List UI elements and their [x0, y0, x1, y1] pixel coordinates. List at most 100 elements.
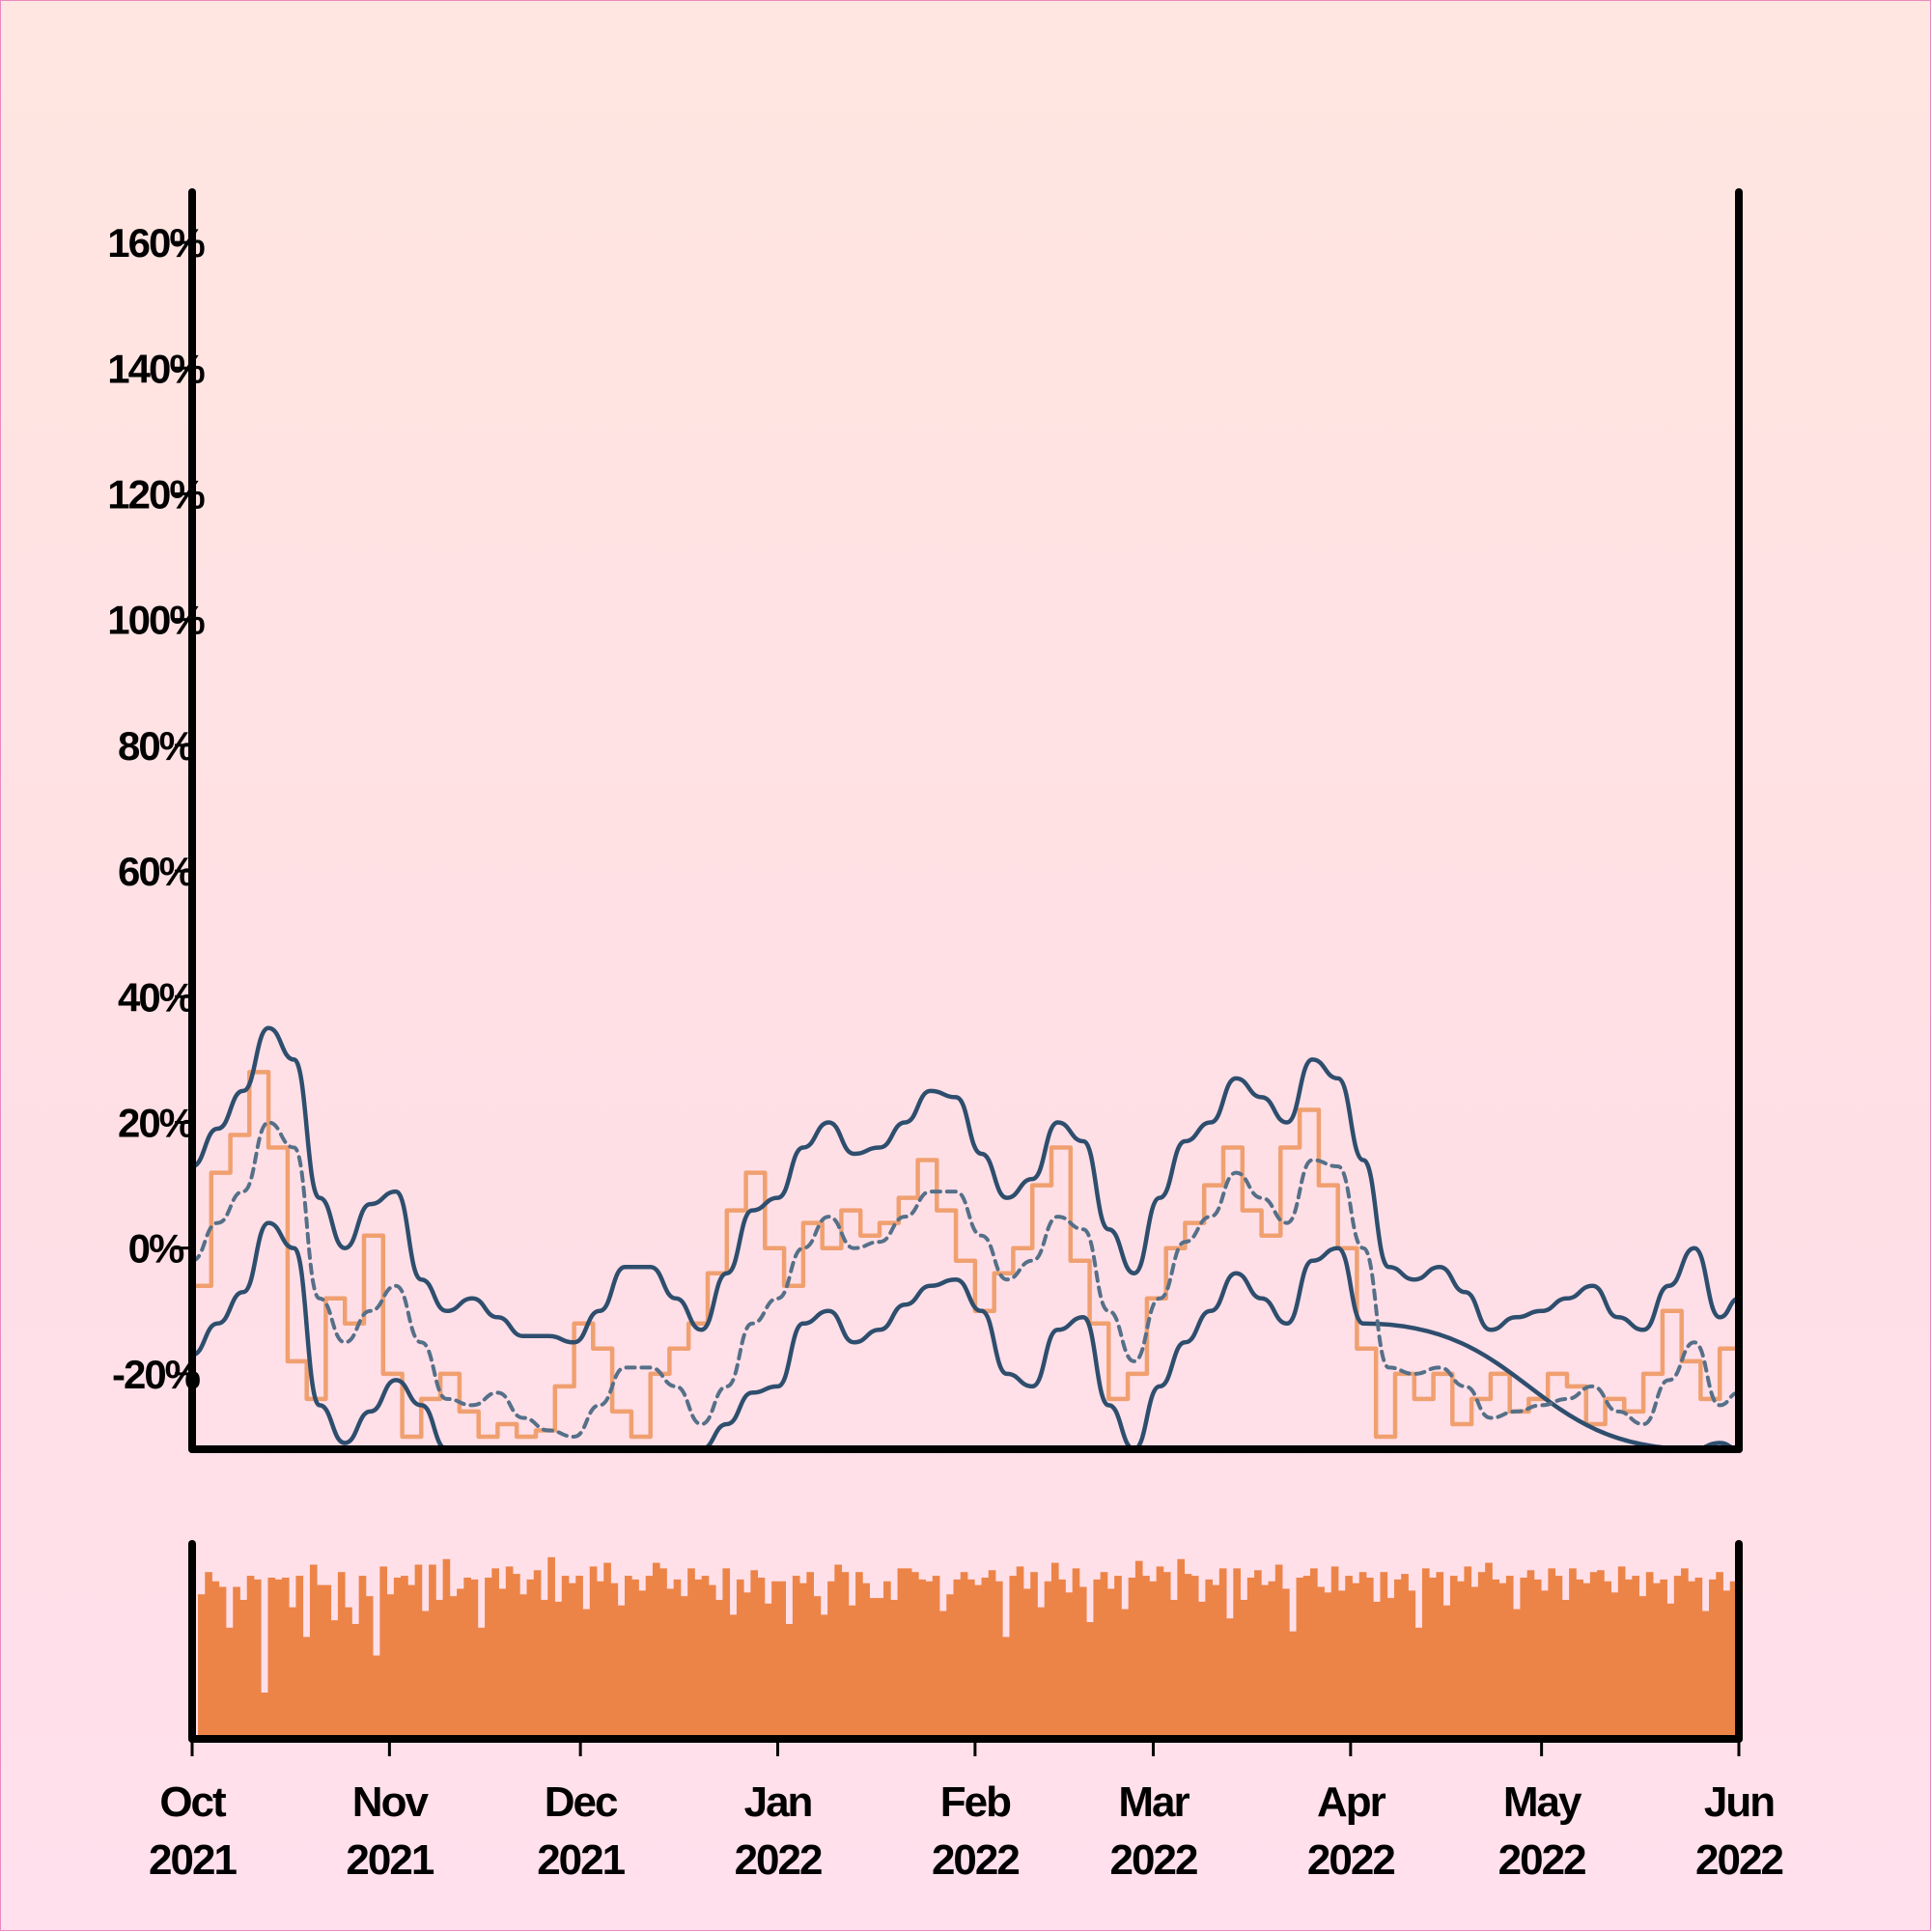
volume-bar [205, 1572, 212, 1739]
volume-bar [323, 1584, 332, 1739]
volume-bar [1016, 1566, 1024, 1739]
y-tick-label: 160% [107, 220, 205, 266]
x-tick-label-year: 2021 [149, 1836, 237, 1884]
volume-bar [1009, 1576, 1018, 1739]
volume-bar [638, 1590, 647, 1739]
volume-bar [1002, 1637, 1010, 1739]
volume-bar [1310, 1568, 1318, 1739]
volume-bar [939, 1610, 947, 1739]
volume-bar [477, 1627, 486, 1739]
volume-bar [463, 1577, 471, 1739]
volume-bar [946, 1594, 954, 1739]
volume-bar [414, 1564, 423, 1739]
y-tick-label: 140% [107, 346, 205, 391]
volume-bar [1617, 1566, 1626, 1739]
volume-bar [785, 1623, 794, 1739]
volume-bar [457, 1588, 464, 1739]
volume-bar [1610, 1592, 1619, 1739]
volume-bar [1093, 1579, 1102, 1739]
volume-bar [281, 1577, 290, 1739]
volume-bar [1212, 1584, 1220, 1739]
volume-bar [505, 1566, 514, 1739]
y-tick-label: 40% [118, 974, 195, 1020]
volume-bar [1701, 1610, 1710, 1739]
x-tick-label-month: Apr [1317, 1778, 1386, 1826]
volume-bar [1729, 1581, 1738, 1739]
volume-bar [1386, 1598, 1395, 1739]
volume-bar [1072, 1568, 1080, 1739]
volume-bar [351, 1623, 360, 1739]
volume-bar [1513, 1609, 1521, 1739]
volume-bar [1436, 1572, 1444, 1739]
volume-bar [1170, 1600, 1178, 1739]
volume-bar [1065, 1592, 1074, 1739]
volume-bar [345, 1607, 352, 1739]
series-lower-band-line [192, 1220, 1739, 1449]
series-upper-band-line [192, 1025, 1739, 1345]
volume-bar [373, 1655, 380, 1739]
volume-bar [771, 1581, 779, 1739]
volume-bar [960, 1572, 968, 1739]
volume-bar [820, 1614, 828, 1739]
volume-bar [1429, 1577, 1437, 1739]
volume-bar [897, 1568, 906, 1739]
volume-bar [1302, 1576, 1311, 1739]
volume-bar [1274, 1564, 1283, 1739]
volume-bar [1694, 1577, 1703, 1739]
volume-bar [687, 1568, 695, 1739]
x-tick-label-year: 2022 [1695, 1836, 1782, 1884]
volume-bar [1561, 1600, 1570, 1739]
volume-bar [1233, 1568, 1241, 1739]
y-tick-label: 0% [128, 1226, 184, 1272]
volume-bar [1604, 1581, 1611, 1739]
volume-bar [1709, 1579, 1717, 1739]
volume-bar [1114, 1576, 1122, 1739]
volume-bar [211, 1581, 220, 1739]
volume-bar [652, 1562, 660, 1739]
volume-bar [764, 1603, 772, 1739]
volume-bar [1653, 1582, 1661, 1739]
volume-bar [358, 1576, 367, 1739]
volume-bar [715, 1600, 723, 1739]
volume-bar [239, 1600, 248, 1739]
volume-bar [233, 1586, 240, 1739]
volume-bar [317, 1584, 324, 1739]
volume-bar [1134, 1560, 1143, 1739]
volume-bar [1246, 1577, 1255, 1739]
volume-bar [589, 1566, 598, 1739]
x-tick-label-month: May [1503, 1778, 1582, 1826]
volume-bar [1569, 1568, 1577, 1739]
volume-bar [1485, 1562, 1493, 1739]
volume-bar [1261, 1584, 1269, 1739]
volume-bar [778, 1581, 787, 1739]
volume-bar [1240, 1600, 1248, 1739]
volume-bar [1268, 1581, 1276, 1739]
volume-bar [1030, 1572, 1038, 1739]
volume-bar [337, 1572, 346, 1739]
volume-bar [429, 1564, 436, 1739]
volume-bar [569, 1582, 576, 1739]
volume-bar [513, 1574, 520, 1739]
volume-bar [904, 1568, 912, 1739]
volume-bar [309, 1564, 318, 1739]
y-tick-label: -20% [112, 1352, 201, 1397]
volume-bar [701, 1576, 710, 1739]
volume-bar [792, 1576, 800, 1739]
volume-panel [198, 1556, 1738, 1739]
series-mean-dashed-line [192, 1120, 1739, 1439]
volume-bar [617, 1605, 626, 1739]
x-tick-label-year: 2021 [346, 1836, 434, 1884]
volume-bar [967, 1579, 975, 1739]
volume-bar [561, 1576, 570, 1739]
y-tick-label: 20% [118, 1100, 195, 1145]
volume-bar [981, 1577, 990, 1739]
volume-bar [1317, 1586, 1325, 1739]
volume-bar [541, 1600, 548, 1739]
volume-bar [848, 1605, 856, 1739]
volume-bar [1218, 1568, 1227, 1739]
volume-bar [624, 1576, 632, 1739]
volume-bar [393, 1577, 402, 1739]
volume-bar [1589, 1572, 1598, 1739]
volume-bar [1100, 1572, 1108, 1739]
